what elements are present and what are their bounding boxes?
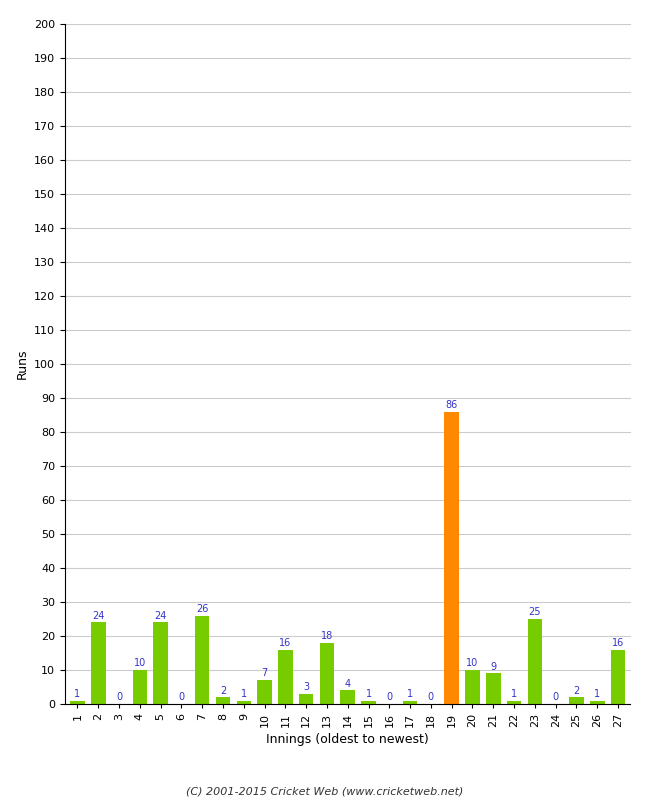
Bar (70, 701, 84, 704)
Bar (237, 701, 251, 704)
Bar (133, 670, 147, 704)
Y-axis label: Runs: Runs (16, 349, 29, 379)
Bar (361, 701, 376, 704)
Text: 10: 10 (466, 658, 478, 668)
Text: 2: 2 (220, 686, 226, 695)
Text: 9: 9 (490, 662, 497, 672)
Bar (445, 411, 459, 704)
Text: 10: 10 (134, 658, 146, 668)
Text: 7: 7 (261, 669, 268, 678)
Text: 0: 0 (552, 692, 559, 702)
Text: 16: 16 (280, 638, 291, 648)
Text: 1: 1 (240, 689, 247, 699)
Bar (195, 616, 209, 704)
Text: 1: 1 (74, 689, 81, 699)
Bar (320, 643, 334, 704)
Bar (590, 701, 605, 704)
Text: 24: 24 (155, 610, 167, 621)
Bar (465, 670, 480, 704)
Text: 3: 3 (303, 682, 309, 692)
Text: 0: 0 (178, 692, 185, 702)
Bar (486, 674, 500, 704)
Bar (257, 680, 272, 704)
Bar (341, 690, 355, 704)
Bar (299, 694, 313, 704)
Text: 2: 2 (573, 686, 580, 695)
Text: 86: 86 (446, 400, 458, 410)
Bar (528, 619, 542, 704)
Text: 1: 1 (407, 689, 413, 699)
Bar (278, 650, 292, 704)
Text: 25: 25 (528, 607, 541, 618)
Bar (91, 622, 105, 704)
Bar (611, 650, 625, 704)
Text: 1: 1 (594, 689, 601, 699)
Bar (569, 697, 584, 704)
Text: 16: 16 (612, 638, 624, 648)
Text: 1: 1 (365, 689, 372, 699)
Text: 0: 0 (386, 692, 393, 702)
Text: 18: 18 (321, 631, 333, 641)
Text: 1: 1 (511, 689, 517, 699)
Text: 24: 24 (92, 610, 105, 621)
Text: (C) 2001-2015 Cricket Web (www.cricketweb.net): (C) 2001-2015 Cricket Web (www.cricketwe… (187, 786, 463, 796)
Text: 4: 4 (344, 678, 351, 689)
Bar (507, 701, 521, 704)
Text: 26: 26 (196, 604, 209, 614)
X-axis label: Innings (oldest to newest): Innings (oldest to newest) (266, 733, 429, 746)
Bar (216, 697, 230, 704)
Text: 0: 0 (116, 692, 122, 702)
Text: 0: 0 (428, 692, 434, 702)
Bar (153, 622, 168, 704)
Bar (403, 701, 417, 704)
